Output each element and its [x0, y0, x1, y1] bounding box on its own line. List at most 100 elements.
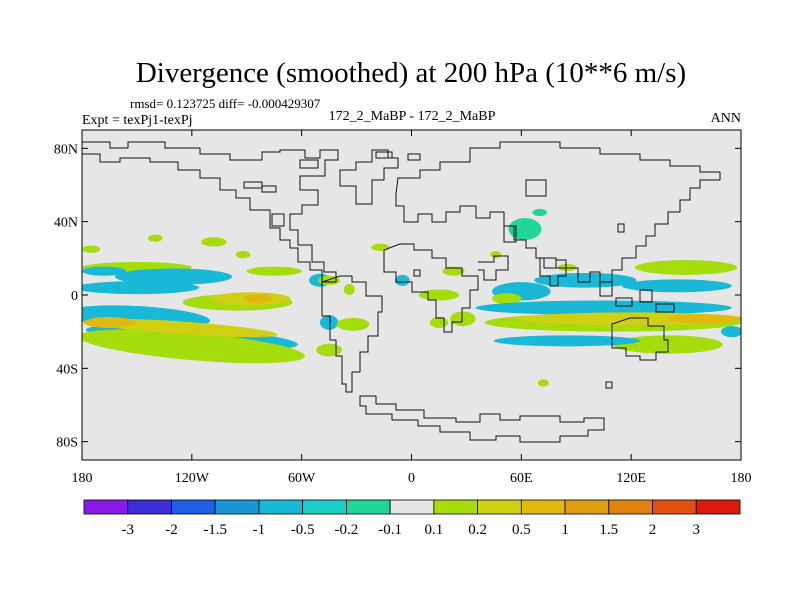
plot-background [82, 130, 741, 460]
contour-region-22 [343, 284, 355, 295]
x-tick-label-2: 60W [288, 471, 316, 486]
contour-region-21 [316, 343, 342, 357]
contour-region-24 [395, 274, 410, 286]
coastline-australia [611, 317, 669, 361]
coastline-africa [383, 243, 479, 333]
y-tick-label-4: 80S [56, 436, 78, 451]
x-tick-label-3: 0 [408, 471, 415, 486]
expt-label: Expt = texPj1-texPj [82, 113, 193, 128]
season-label: ANN [711, 111, 741, 126]
contour-region-5 [87, 318, 278, 338]
colorbar-label-13: 3 [693, 522, 701, 538]
contour-region-34 [622, 279, 732, 293]
colorbar-swatch-13 [652, 499, 697, 515]
colorbar-swatch-3 [214, 499, 260, 515]
colorbar-swatch-10 [520, 499, 566, 515]
contour-region-44 [508, 218, 542, 240]
colorbar-label-5: -0.2 [335, 522, 359, 538]
y-tick-label-0: 80N [54, 142, 78, 157]
contour-region-19 [319, 315, 339, 330]
colorbar-swatch-4 [258, 499, 304, 515]
contour-region-14 [82, 266, 126, 276]
coastline-inland-seas [503, 179, 547, 243]
colorbar-swatch-12 [608, 499, 653, 515]
coastline-greenland [339, 149, 399, 205]
x-axis: 180 120W 60W 0 60E 120E 180 [72, 130, 752, 486]
contour-region-29 [490, 251, 502, 259]
x-tick-label-6: 180 [731, 471, 752, 486]
coastline-arabia [478, 255, 509, 281]
coastline-north-america [82, 141, 339, 283]
colorbar-swatch-5 [302, 499, 347, 515]
coastline-layer [82, 141, 721, 443]
contour-region-28 [429, 317, 449, 328]
x-tick-label-4: 60E [510, 471, 533, 486]
contour-region-32 [534, 273, 637, 288]
contour-region-43 [720, 326, 741, 338]
contour-region-26 [442, 266, 465, 276]
contour-region-27 [449, 311, 476, 327]
y-tick-label-1: 40N [54, 216, 78, 231]
contour-region-4 [82, 329, 305, 364]
colorbar-label-0: -3 [121, 522, 134, 538]
contour-region-40 [667, 314, 741, 324]
contour-region-15 [114, 268, 233, 285]
coastline-eurasia [395, 141, 721, 283]
colorbar-label-2: -1.5 [203, 522, 227, 538]
contour-region-25 [418, 289, 460, 301]
y-axis: 80N 40N 0 40S 80S [54, 142, 741, 451]
contour-region-42 [493, 335, 641, 347]
coastline-antarctica [359, 395, 605, 443]
x-tick-label-1: 120W [175, 471, 210, 486]
coastline-se-asia [599, 281, 675, 313]
colorbar-label-10: 1 [561, 522, 569, 538]
contour-region-10 [82, 245, 101, 253]
colorbar-swatch-14 [695, 499, 741, 515]
contour-region-23 [371, 243, 390, 251]
x-tick-label-5: 120E [616, 471, 646, 486]
colorbar-label-3: -1 [253, 522, 266, 538]
chart-title: Divergence (smoothed) at 200 hPa (10**6 … [136, 57, 686, 89]
contour-region-33 [634, 260, 738, 275]
case-label: 172_2_MaBP - 172_2_MaBP [329, 109, 496, 124]
coastline-hudson-bay [271, 213, 285, 227]
coastline-south-america [321, 275, 383, 393]
colorbar-label-9: 0.5 [512, 522, 531, 538]
coastline-arctic-islands [243, 151, 421, 193]
coastline-small-islands [413, 223, 625, 389]
y-tick-label-3: 40S [56, 362, 78, 377]
contour-region-45 [532, 208, 547, 217]
colorbar-swatch-7 [389, 499, 435, 515]
contour-region-31 [492, 293, 522, 305]
colorbar-label-11: 1.5 [599, 522, 618, 538]
colorbar-swatch-8 [433, 499, 479, 515]
x-tick-label-0: 180 [72, 471, 93, 486]
colorbar-swatch-6 [345, 499, 391, 515]
colorbar: -3 -2 -1.5 -1 -0.5 -0.2 -0.1 0.1 0.2 0.5 1 1.5 2 3 [83, 499, 741, 538]
colorbar-swatch-2 [171, 499, 216, 515]
contour-region-11 [147, 234, 163, 242]
stats-line: rmsd= 0.123725 diff= -0.000429307 [130, 96, 321, 111]
contour-region-12 [200, 237, 227, 247]
colorbar-label-7: 0.1 [424, 522, 443, 538]
colorbar-label-6: -0.1 [378, 522, 402, 538]
colorbar-swatch-9 [477, 499, 522, 515]
colorbar-swatch-0 [83, 499, 129, 515]
colorbar-label-12: 2 [649, 522, 657, 538]
colorbar-label-1: -2 [165, 522, 178, 538]
contour-region-20 [336, 317, 370, 331]
colorbar-label-8: 0.2 [468, 522, 487, 538]
colorbar-label-4: -0.5 [291, 522, 315, 538]
colorbar-swatch-1 [127, 499, 172, 515]
contour-region-46 [537, 379, 549, 387]
contour-region-13 [235, 251, 251, 259]
contour-region-9 [243, 294, 273, 304]
contour-region-16 [82, 281, 200, 295]
y-tick-label-2: 0 [71, 289, 78, 304]
contour-region-2 [246, 266, 302, 276]
contour-fill-layer [82, 208, 741, 387]
contour-region-6 [83, 317, 136, 328]
colorbar-swatch-11 [564, 499, 610, 515]
coastline-india [539, 257, 567, 287]
